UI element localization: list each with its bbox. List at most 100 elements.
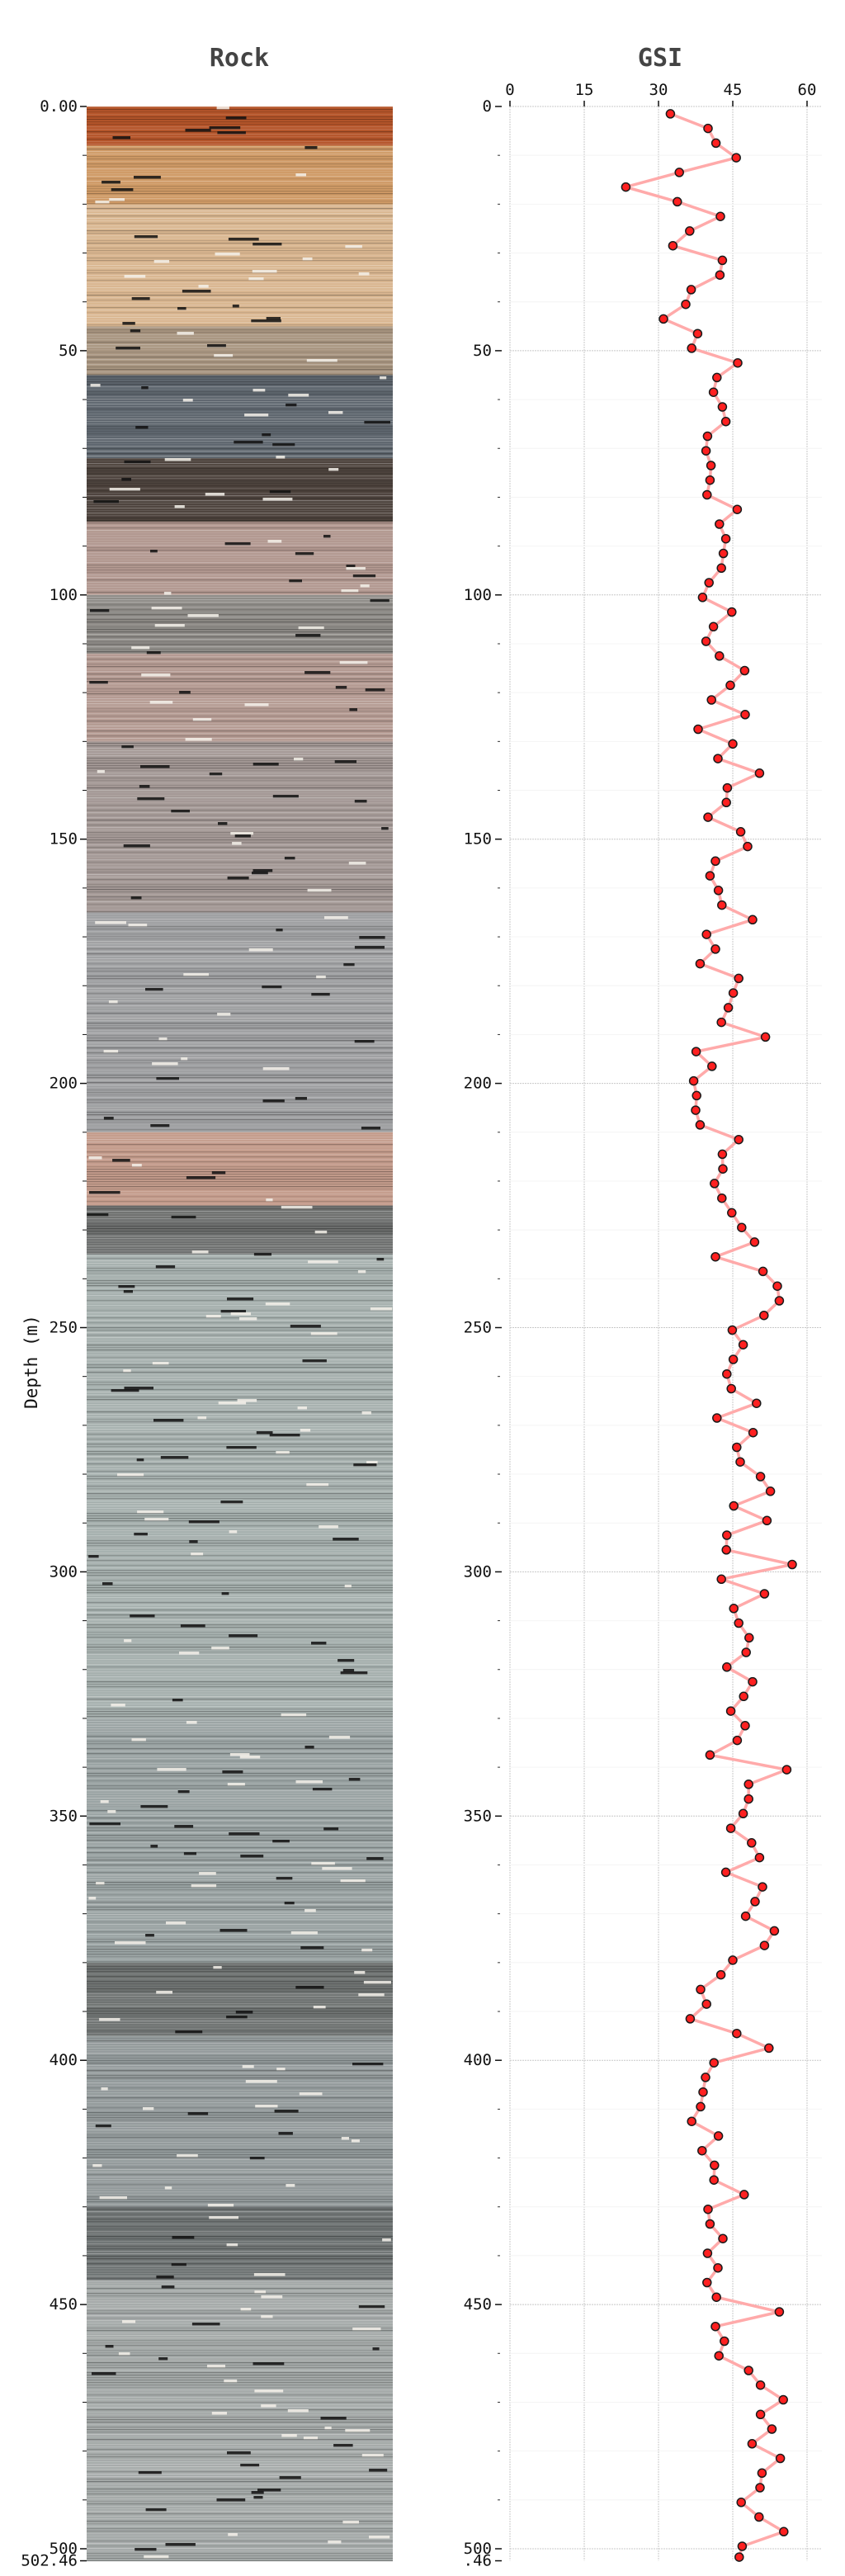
- core-fragment: [255, 2105, 278, 2108]
- core-streak: [87, 2040, 393, 2042]
- core-streak: [87, 1238, 393, 1240]
- core-streak: [87, 1072, 393, 1074]
- gsi-data-point: [720, 416, 731, 427]
- core-streak: [87, 537, 393, 539]
- core-streak: [87, 2030, 393, 2032]
- core-streak: [87, 2342, 393, 2344]
- core-streak: [87, 1592, 393, 1594]
- rock-band: [87, 106, 393, 146]
- core-streak: [87, 2221, 393, 2223]
- rock-band: [87, 375, 393, 459]
- core-streak: [87, 2003, 393, 2005]
- core-streak: [87, 327, 393, 328]
- core-streak: [87, 1711, 393, 1713]
- core-streak: [87, 1325, 393, 1326]
- core-streak: [87, 2389, 393, 2391]
- core-streak: [87, 787, 393, 789]
- core-streak: [87, 2308, 393, 2309]
- core-streak: [87, 983, 393, 985]
- rock-band: [87, 1132, 393, 1207]
- gsi-data-point: [727, 1208, 737, 1218]
- core-streak: [87, 1590, 393, 1591]
- core-streak: [87, 1567, 393, 1569]
- core-streak: [87, 1934, 393, 1936]
- gsi-data-point: [717, 1149, 728, 1160]
- core-streak: [87, 1733, 393, 1735]
- core-streak: [87, 1743, 393, 1745]
- core-streak: [87, 2159, 393, 2161]
- core-fragment: [248, 948, 273, 952]
- core-fragment: [207, 2365, 225, 2368]
- core-streak: [87, 2397, 393, 2399]
- core-fragment: [165, 2543, 196, 2546]
- gsi-data-point: [748, 915, 758, 925]
- core-streak: [87, 1070, 393, 1071]
- core-fragment: [295, 1097, 307, 1100]
- core-streak: [87, 1830, 393, 1832]
- core-fragment: [121, 478, 131, 481]
- rock-tick-label: 50: [59, 342, 78, 360]
- core-fragment: [353, 1463, 377, 1467]
- core-fragment: [123, 1290, 133, 1293]
- core-streak: [87, 218, 393, 220]
- core-streak: [87, 2117, 393, 2119]
- core-fragment: [239, 1317, 257, 1321]
- core-fragment: [304, 1746, 314, 1749]
- core-streak: [87, 1993, 393, 1995]
- gsi-data-point: [725, 1706, 736, 1716]
- core-fragment: [156, 2276, 174, 2279]
- core-streak: [87, 121, 393, 123]
- core-streak: [87, 1731, 393, 1732]
- core-streak: [87, 1426, 393, 1428]
- core-fragment: [369, 2469, 388, 2472]
- gsi-data-point: [715, 651, 725, 661]
- core-streak: [87, 602, 393, 603]
- core-fragment: [230, 832, 253, 835]
- core-fragment: [152, 1362, 169, 1365]
- core-streak: [87, 2142, 393, 2144]
- core-streak: [87, 2129, 393, 2131]
- core-streak: [87, 1332, 393, 1334]
- rock-band: [87, 1962, 393, 2037]
- core-fragment: [335, 686, 347, 689]
- rock-band: [87, 741, 393, 913]
- gsi-gridlines: [509, 106, 822, 2561]
- core-fragment: [240, 1855, 264, 1858]
- core-streak: [87, 396, 393, 398]
- core-streak: [87, 550, 393, 551]
- core-streak: [87, 1609, 393, 1611]
- core-streak: [87, 790, 393, 792]
- gsi-data-point: [708, 622, 719, 632]
- core-streak: [87, 2558, 393, 2559]
- core-streak: [87, 485, 393, 487]
- core-streak: [87, 1941, 393, 1943]
- core-streak: [87, 483, 393, 484]
- core-streak: [87, 2033, 393, 2035]
- rock-band: [87, 594, 393, 655]
- core-fragment: [211, 1647, 229, 1650]
- core-streak: [87, 852, 393, 853]
- core-streak: [87, 2528, 393, 2530]
- core-fragment: [361, 2454, 384, 2457]
- core-fragment: [220, 1929, 248, 1932]
- core-streak: [87, 2362, 393, 2364]
- core-fragment: [213, 1966, 222, 1969]
- core-fragment: [229, 1753, 250, 1756]
- core-streak: [87, 634, 393, 636]
- core-streak: [87, 879, 393, 881]
- core-streak: [87, 646, 393, 648]
- core-streak: [87, 1622, 393, 1624]
- gsi-data-point: [762, 1515, 772, 1526]
- core-streak: [87, 1540, 393, 1542]
- core-streak: [87, 1451, 393, 1453]
- core-fragment: [172, 2236, 195, 2239]
- core-fragment: [111, 1704, 125, 1707]
- core-streak: [87, 287, 393, 289]
- core-streak: [87, 1369, 393, 1371]
- gsi-data-point: [741, 1647, 751, 1657]
- core-streak: [87, 193, 393, 195]
- core-fragment: [171, 1216, 196, 1219]
- core-streak: [87, 1082, 393, 1084]
- core-streak: [87, 1713, 393, 1715]
- core-streak: [87, 2550, 393, 2552]
